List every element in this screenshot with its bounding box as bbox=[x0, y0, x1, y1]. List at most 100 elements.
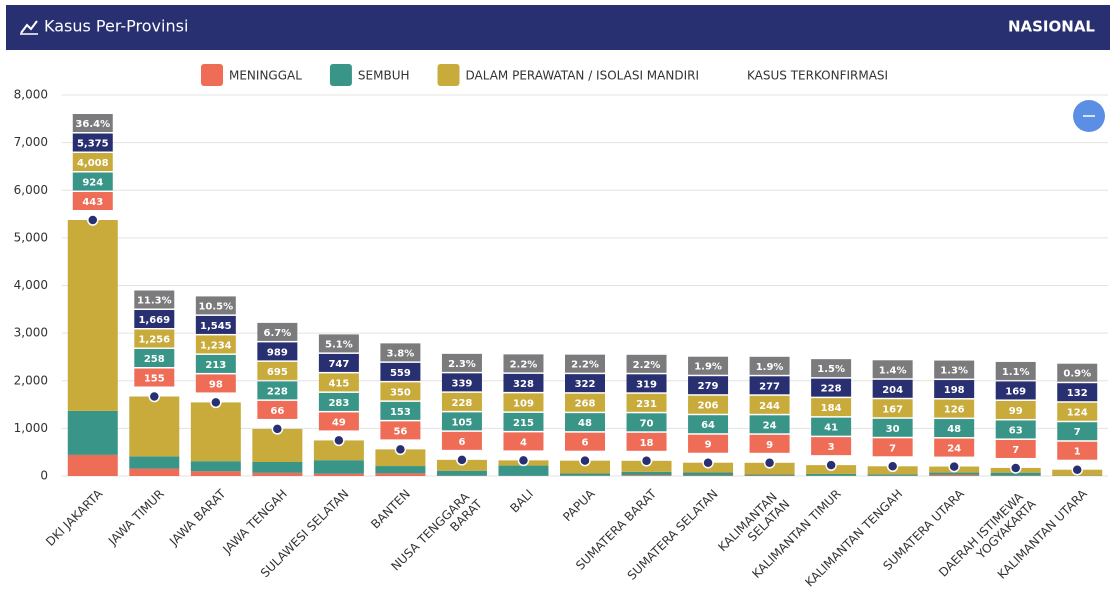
data-label-box bbox=[503, 412, 544, 431]
data-label: 6 bbox=[458, 437, 465, 448]
x-tick-label: JAWA BARAT bbox=[166, 486, 229, 549]
data-label-box bbox=[749, 356, 790, 375]
data-label: 206 bbox=[698, 401, 719, 412]
data-label: 339 bbox=[452, 378, 473, 389]
x-tick-label: DKI JAKARTA bbox=[43, 486, 106, 549]
legend-swatch bbox=[201, 64, 223, 86]
confirmed-dot bbox=[271, 423, 284, 435]
confirmed-dot bbox=[1009, 462, 1022, 474]
collapse-button[interactable] bbox=[1073, 100, 1105, 132]
data-label-box bbox=[195, 296, 236, 315]
x-tick-label: BALI bbox=[507, 487, 536, 516]
data-label: 5.1% bbox=[325, 339, 353, 350]
y-tick-label: 4,000 bbox=[14, 278, 48, 292]
y-tick-label: 7,000 bbox=[14, 135, 48, 149]
data-label-box bbox=[380, 382, 421, 401]
data-label: 169 bbox=[1005, 386, 1026, 397]
bar-segment bbox=[683, 472, 734, 476]
legend-label[interactable]: SEMBUH bbox=[358, 69, 410, 83]
data-label-box bbox=[749, 376, 790, 395]
data-label-box bbox=[72, 153, 113, 172]
confirmed-dot bbox=[825, 459, 837, 471]
data-label: 109 bbox=[513, 398, 534, 409]
data-label-box bbox=[811, 359, 852, 378]
data-label-box bbox=[688, 356, 729, 375]
data-label: 1,545 bbox=[200, 321, 232, 332]
confirmed-dot bbox=[517, 454, 530, 467]
data-label: 64 bbox=[701, 420, 715, 431]
data-label-box bbox=[626, 413, 667, 432]
bar-segment bbox=[375, 466, 426, 474]
bar-segment bbox=[313, 473, 364, 476]
data-label: 279 bbox=[698, 381, 719, 392]
data-label: 153 bbox=[390, 407, 411, 418]
data-label-box bbox=[995, 420, 1036, 439]
data-label: 105 bbox=[452, 417, 473, 428]
data-label-box bbox=[380, 421, 421, 440]
confirmed-dot bbox=[702, 456, 714, 469]
data-label: 1,669 bbox=[138, 315, 170, 326]
confirmed-dot bbox=[886, 460, 899, 473]
data-label-box bbox=[565, 413, 605, 432]
data-label: 258 bbox=[144, 354, 165, 365]
confirmed-dot bbox=[456, 454, 468, 466]
data-label: 228 bbox=[452, 398, 473, 409]
confirmed-dot bbox=[148, 390, 161, 403]
data-label: 48 bbox=[947, 424, 961, 435]
legend-label[interactable]: MENINGGAL bbox=[229, 69, 302, 83]
bar-segment bbox=[375, 449, 426, 467]
scope-toggle[interactable]: NASIONAL bbox=[1008, 18, 1095, 36]
bar-segment bbox=[67, 410, 118, 455]
data-label-box bbox=[565, 432, 605, 451]
data-label: 18 bbox=[640, 438, 654, 449]
legend-label[interactable]: KASUS TERKONFIRMASI bbox=[747, 69, 888, 83]
data-label-box bbox=[565, 354, 605, 373]
bar-segment bbox=[190, 402, 241, 462]
confirmed-dot bbox=[1071, 463, 1083, 476]
data-label: 215 bbox=[513, 418, 534, 429]
data-label: 48 bbox=[578, 418, 592, 429]
data-label-box bbox=[811, 417, 852, 436]
header-bar bbox=[6, 5, 1110, 50]
data-label-box bbox=[1057, 383, 1098, 402]
data-label-box bbox=[195, 354, 236, 373]
data-label: 2.2% bbox=[633, 360, 661, 371]
bar-segment bbox=[929, 472, 980, 475]
data-label: 10.5% bbox=[198, 301, 233, 312]
data-label: 9 bbox=[705, 440, 712, 451]
legend-label[interactable]: DALAM PERAWATAN / ISOLASI MANDIRI bbox=[466, 69, 699, 83]
data-label: 70 bbox=[640, 418, 654, 429]
data-label: 443 bbox=[82, 197, 103, 208]
data-label: 350 bbox=[390, 387, 411, 398]
bar-segment bbox=[560, 460, 610, 474]
data-label: 7 bbox=[889, 443, 896, 454]
data-label: 924 bbox=[82, 178, 103, 189]
data-label-box bbox=[1057, 441, 1098, 460]
data-label: 328 bbox=[513, 379, 534, 390]
data-label-box bbox=[1057, 422, 1098, 441]
bar-segment bbox=[560, 473, 610, 476]
header-title: Kasus Per-Provinsi bbox=[44, 17, 188, 36]
x-tick-label: JAWA TENGAH bbox=[220, 487, 290, 557]
bar-segment bbox=[313, 440, 364, 461]
data-label: 132 bbox=[1067, 388, 1088, 399]
data-label: 277 bbox=[759, 381, 780, 392]
data-label-box bbox=[441, 392, 482, 411]
data-label: 1.4% bbox=[879, 365, 907, 376]
data-label: 1 bbox=[1074, 447, 1081, 458]
data-label-box bbox=[195, 315, 236, 334]
data-label: 5,375 bbox=[77, 139, 109, 150]
bar-segment bbox=[498, 465, 549, 476]
data-label-box bbox=[565, 374, 605, 393]
data-label-box bbox=[811, 398, 852, 417]
bar-segment bbox=[621, 471, 672, 476]
data-label-box bbox=[934, 360, 975, 379]
data-label: 4,008 bbox=[77, 158, 109, 169]
y-tick-label: 1,000 bbox=[14, 421, 48, 435]
data-label-box bbox=[626, 354, 667, 373]
data-label-box bbox=[995, 400, 1036, 419]
data-label-box bbox=[134, 290, 175, 309]
bar-segment bbox=[929, 474, 980, 476]
data-label-box bbox=[995, 361, 1036, 380]
